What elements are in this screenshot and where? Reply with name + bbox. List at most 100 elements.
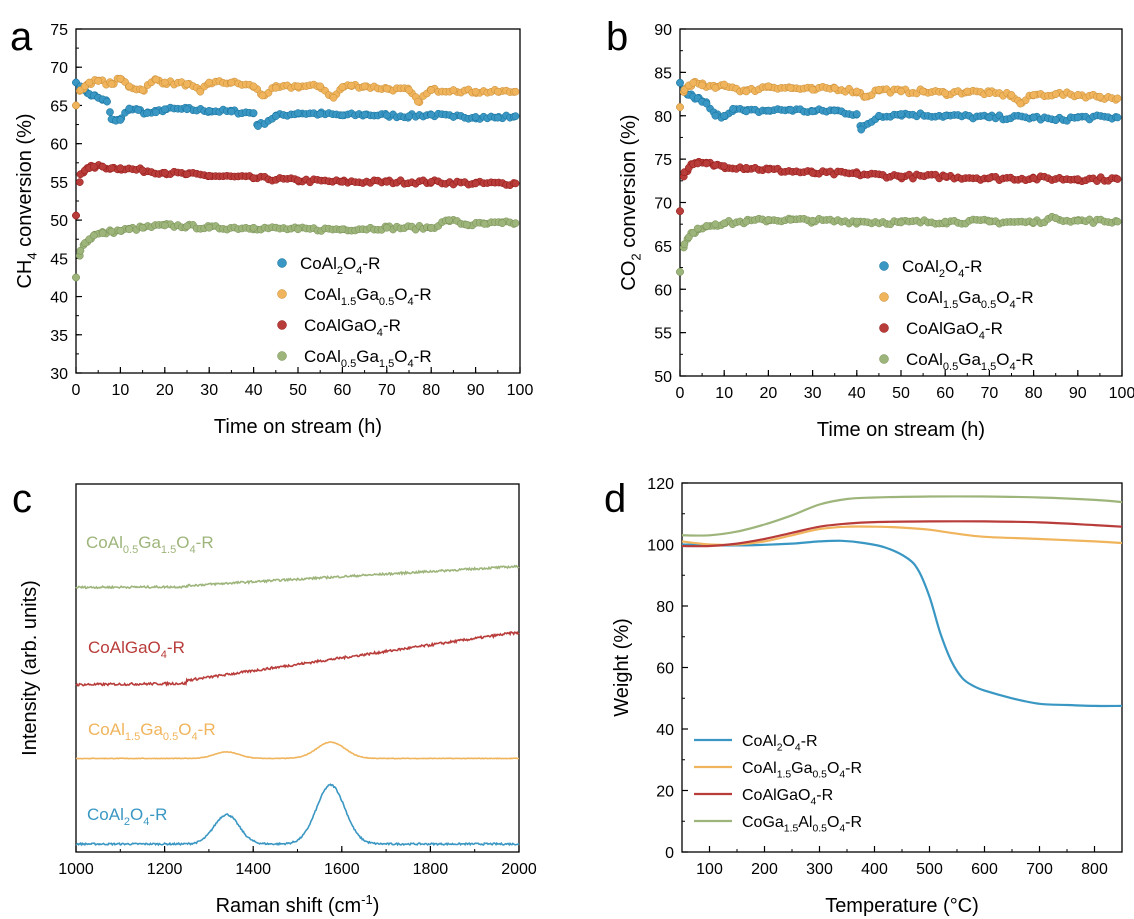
x-tick-label: 20 bbox=[156, 382, 174, 399]
y-tick-label: 0 bbox=[665, 845, 674, 862]
data-point bbox=[1016, 99, 1025, 108]
data-point bbox=[919, 87, 927, 96]
x-tick-label: 2000 bbox=[501, 861, 537, 878]
x-tick-label: 10 bbox=[112, 382, 130, 399]
data-point bbox=[1113, 217, 1122, 226]
y-tick-label: 90 bbox=[654, 22, 672, 39]
data-point bbox=[76, 246, 85, 255]
y-tick-label: 120 bbox=[647, 476, 674, 493]
data-point bbox=[338, 178, 347, 186]
data-point bbox=[249, 109, 258, 117]
x-tick-label: 600 bbox=[971, 861, 998, 878]
data-point bbox=[338, 111, 347, 120]
data-point bbox=[316, 82, 325, 91]
data-point bbox=[676, 103, 684, 111]
legend-label: CoGa1.5​Al0.5​O4​-R bbox=[742, 814, 862, 834]
data-point bbox=[742, 163, 751, 172]
data-point bbox=[786, 84, 795, 92]
tga-line-0 bbox=[681, 539, 1123, 708]
data-point bbox=[72, 101, 80, 110]
y-tick-label: 40 bbox=[656, 722, 674, 739]
data-point bbox=[205, 106, 214, 115]
data-point bbox=[1073, 175, 1082, 183]
y-tick-label: 50 bbox=[654, 369, 672, 386]
data-point bbox=[347, 81, 356, 90]
panel-letter-c: c bbox=[12, 477, 32, 521]
series-label: CoAl0.5​Ga1.5​O4​-R bbox=[86, 533, 214, 556]
data-point bbox=[125, 225, 134, 234]
data-point bbox=[857, 125, 866, 134]
series-markers bbox=[72, 74, 520, 282]
data-point bbox=[160, 221, 169, 230]
legend-marker bbox=[277, 320, 287, 330]
x-tick-label: 60 bbox=[936, 385, 954, 402]
raman-line-1 bbox=[75, 741, 519, 760]
raman-line-0 bbox=[75, 783, 520, 847]
data-point bbox=[897, 87, 905, 96]
x-tick-label: 1200 bbox=[147, 861, 183, 878]
data-point bbox=[294, 225, 302, 234]
data-point bbox=[702, 222, 711, 230]
data-point bbox=[427, 223, 436, 232]
x-tick-label: 10 bbox=[715, 385, 733, 402]
y-tick-label: 60 bbox=[654, 282, 672, 299]
y-tick-label: 30 bbox=[50, 366, 68, 383]
data-point bbox=[414, 97, 422, 106]
y-tick-label: 75 bbox=[50, 22, 68, 39]
legend-label: CoAl2​O4​-R bbox=[742, 733, 818, 753]
data-point bbox=[382, 178, 391, 186]
raman-line-3 bbox=[75, 564, 520, 590]
data-point bbox=[493, 87, 502, 96]
data-point bbox=[134, 106, 143, 114]
y-tick-label: 40 bbox=[50, 290, 68, 307]
data-point bbox=[1051, 116, 1060, 124]
x-tick-label: 200 bbox=[751, 861, 778, 878]
panel-letter-d: d bbox=[604, 477, 626, 521]
data-point bbox=[258, 91, 267, 100]
data-point bbox=[107, 227, 116, 236]
data-point bbox=[294, 82, 302, 91]
y-tick-label: 70 bbox=[654, 196, 672, 213]
data-point bbox=[511, 219, 520, 228]
y-axis-label: Weight (%) bbox=[611, 618, 633, 717]
data-point bbox=[382, 111, 391, 120]
x-axis-label: Time on stream (h) bbox=[817, 419, 985, 441]
plot-frame bbox=[679, 28, 1123, 377]
y-tick-label: 75 bbox=[654, 152, 672, 169]
x-tick-label: 50 bbox=[289, 382, 307, 399]
x-tick-label: 1000 bbox=[58, 861, 94, 878]
x-tick-label: 500 bbox=[916, 861, 943, 878]
data-point bbox=[196, 87, 205, 96]
x-tick-label: 100 bbox=[696, 861, 723, 878]
x-axis-label: Time on stream (h) bbox=[214, 416, 382, 438]
data-point bbox=[338, 225, 347, 234]
data-point bbox=[75, 178, 84, 186]
data-point bbox=[786, 105, 795, 114]
data-point bbox=[1029, 174, 1038, 183]
x-tick-label: 0 bbox=[676, 385, 685, 402]
y-tick-label: 35 bbox=[50, 328, 68, 345]
data-point bbox=[116, 164, 125, 172]
x-tick-label: 100 bbox=[1109, 385, 1134, 402]
y-tick-label: 60 bbox=[50, 137, 68, 154]
data-point bbox=[254, 122, 262, 130]
data-point bbox=[152, 75, 160, 84]
legend-marker bbox=[277, 351, 287, 361]
legend-marker bbox=[879, 354, 889, 364]
data-point bbox=[1029, 218, 1038, 227]
y-tick-label: 80 bbox=[656, 599, 674, 616]
x-tick-label: 80 bbox=[1025, 385, 1043, 402]
y-tick-label: 65 bbox=[654, 239, 672, 256]
x-tick-label: 700 bbox=[1026, 861, 1053, 878]
panel-a-ch4-conversion-chart: 0 10 20 30 40 50 60 70 80 90 100 30 35 40 45 50 55 60 65 70… bbox=[14, 22, 533, 438]
legend-label: CoAlGaO4​-R bbox=[742, 787, 833, 807]
data-point bbox=[249, 174, 258, 182]
data-point bbox=[875, 85, 883, 94]
data-point bbox=[852, 87, 861, 96]
y-tick-label: 50 bbox=[50, 213, 68, 230]
data-point bbox=[897, 172, 905, 181]
y-tick-label: 100 bbox=[647, 538, 674, 555]
data-point bbox=[183, 80, 191, 88]
data-point bbox=[693, 224, 702, 233]
